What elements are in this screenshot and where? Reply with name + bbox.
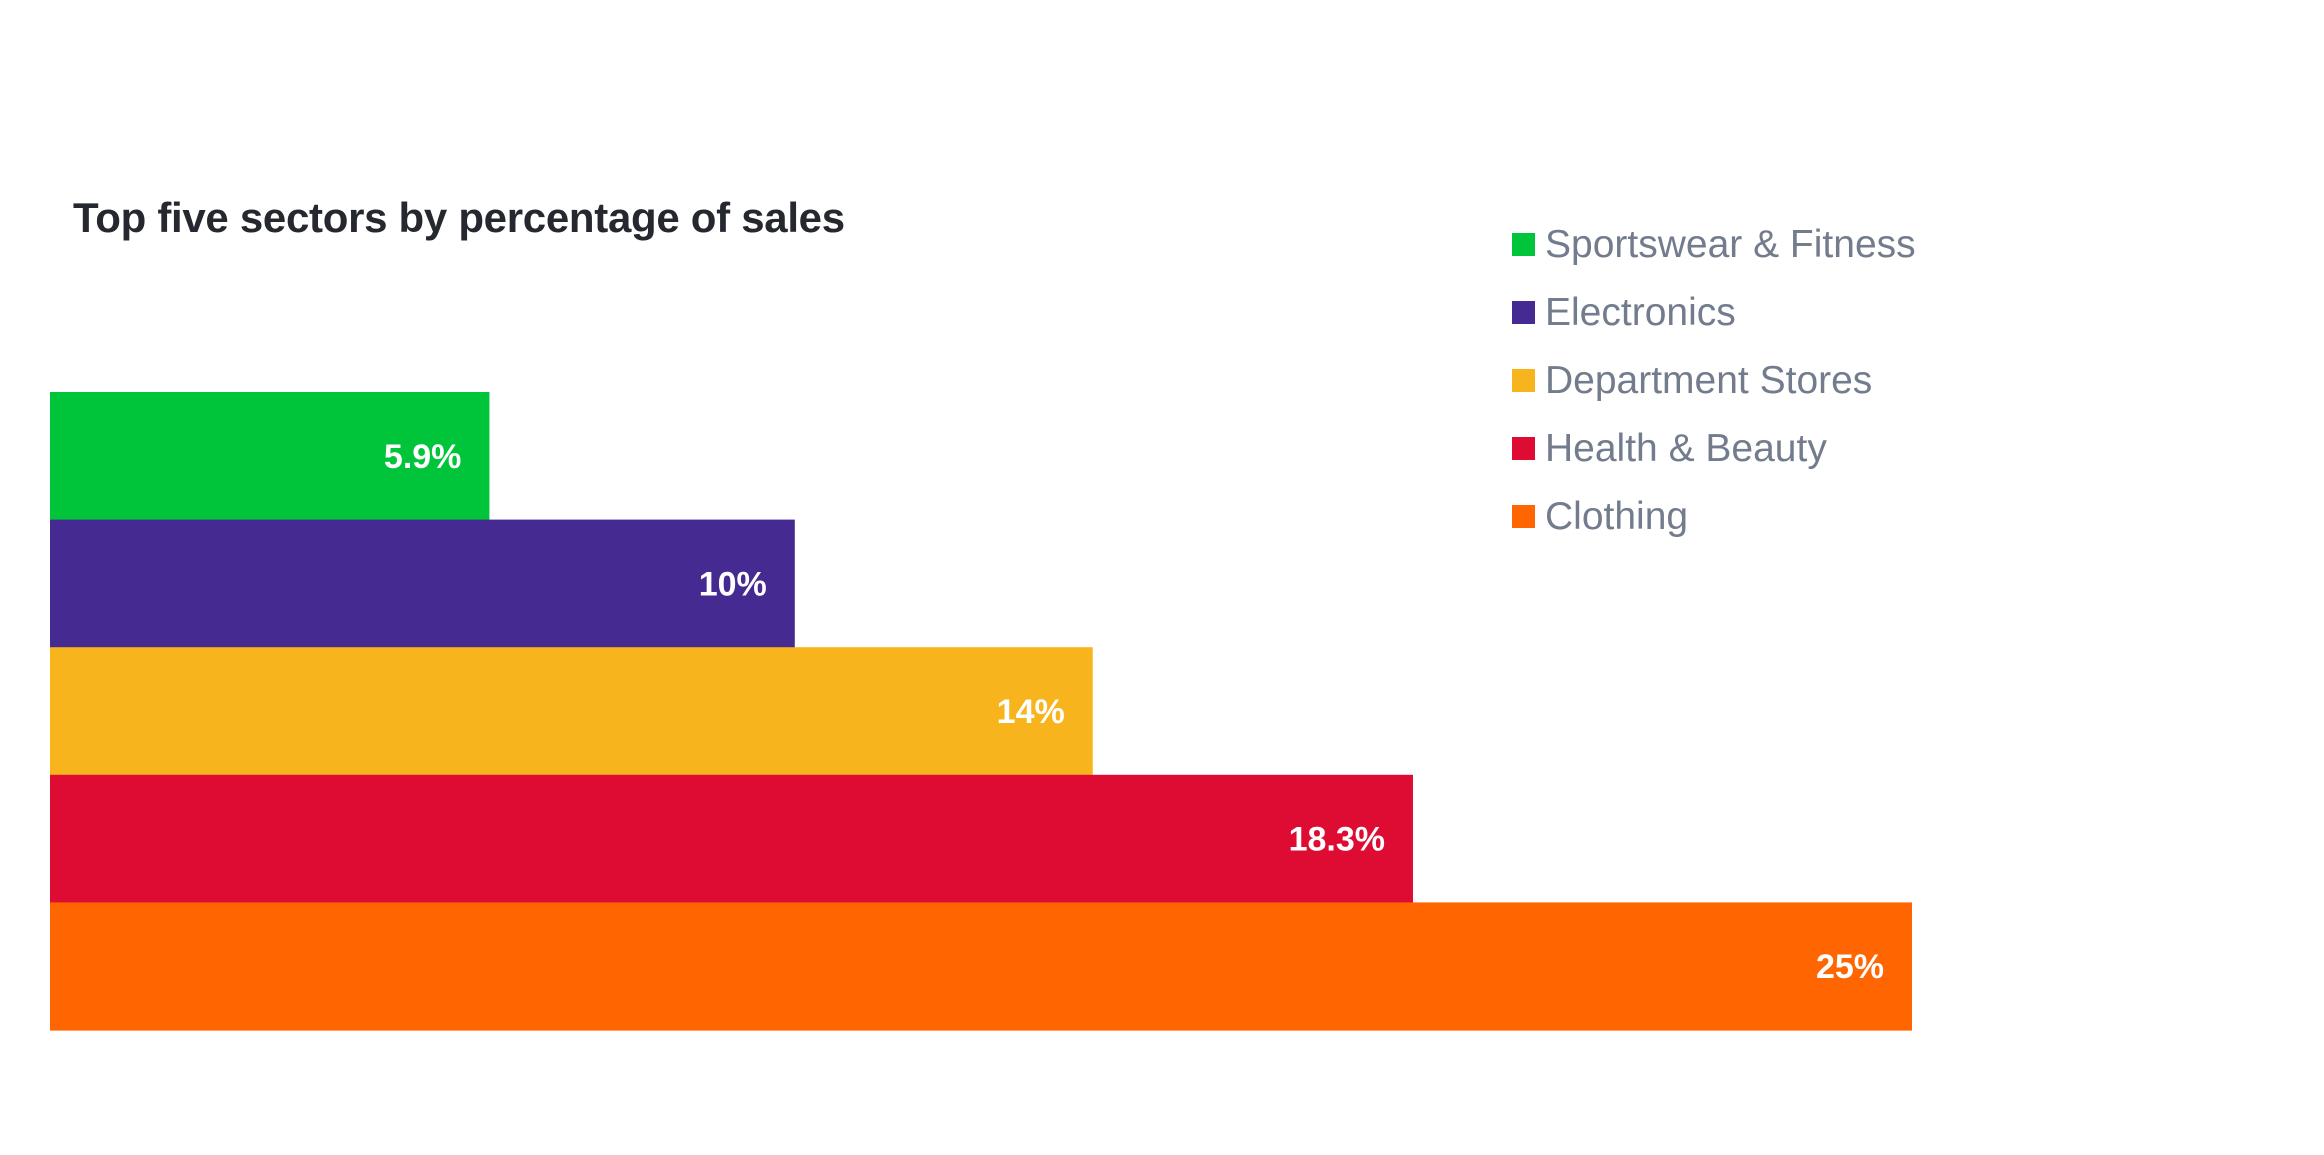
data-label-4: 18.3% [1289,821,1385,859]
data-label-2: 10% [699,565,767,603]
data-labels-group: 5.9% 10% 14% 18.3% 25% [384,438,1884,986]
legend-item: Clothing [1512,478,1916,555]
data-label-5: 25% [1816,948,1884,986]
legend-swatch [1512,505,1535,528]
legend-swatch [1512,233,1535,256]
bar-4 [50,774,1413,903]
bar-2 [50,519,795,648]
chart-legend: Sportswear & Fitness Electronics Departmen… [1512,206,1916,555]
legend-label: Sportswear & Fitness [1545,222,1916,266]
bar-5 [50,902,1912,1031]
legend-item: Electronics [1512,274,1916,351]
bar-3 [50,647,1093,776]
data-label-1: 5.9% [384,438,462,476]
legend-item: Sportswear & Fitness [1512,206,1916,283]
legend-swatch [1512,301,1535,324]
legend-label: Health & Beauty [1545,426,1827,470]
legend-swatch [1512,437,1535,460]
legend-item: Department Stores [1512,342,1916,419]
legend-label: Electronics [1545,290,1736,334]
legend-item: Health & Beauty [1512,410,1916,487]
legend-label: Clothing [1545,494,1689,538]
legend-label: Department Stores [1545,358,1873,402]
bar-1 [50,392,490,521]
chart-title: Top five sectors by percentage of sales [73,194,845,241]
legend-swatch [1512,369,1535,392]
bars-group [50,392,1912,1031]
data-label-3: 14% [997,693,1065,731]
